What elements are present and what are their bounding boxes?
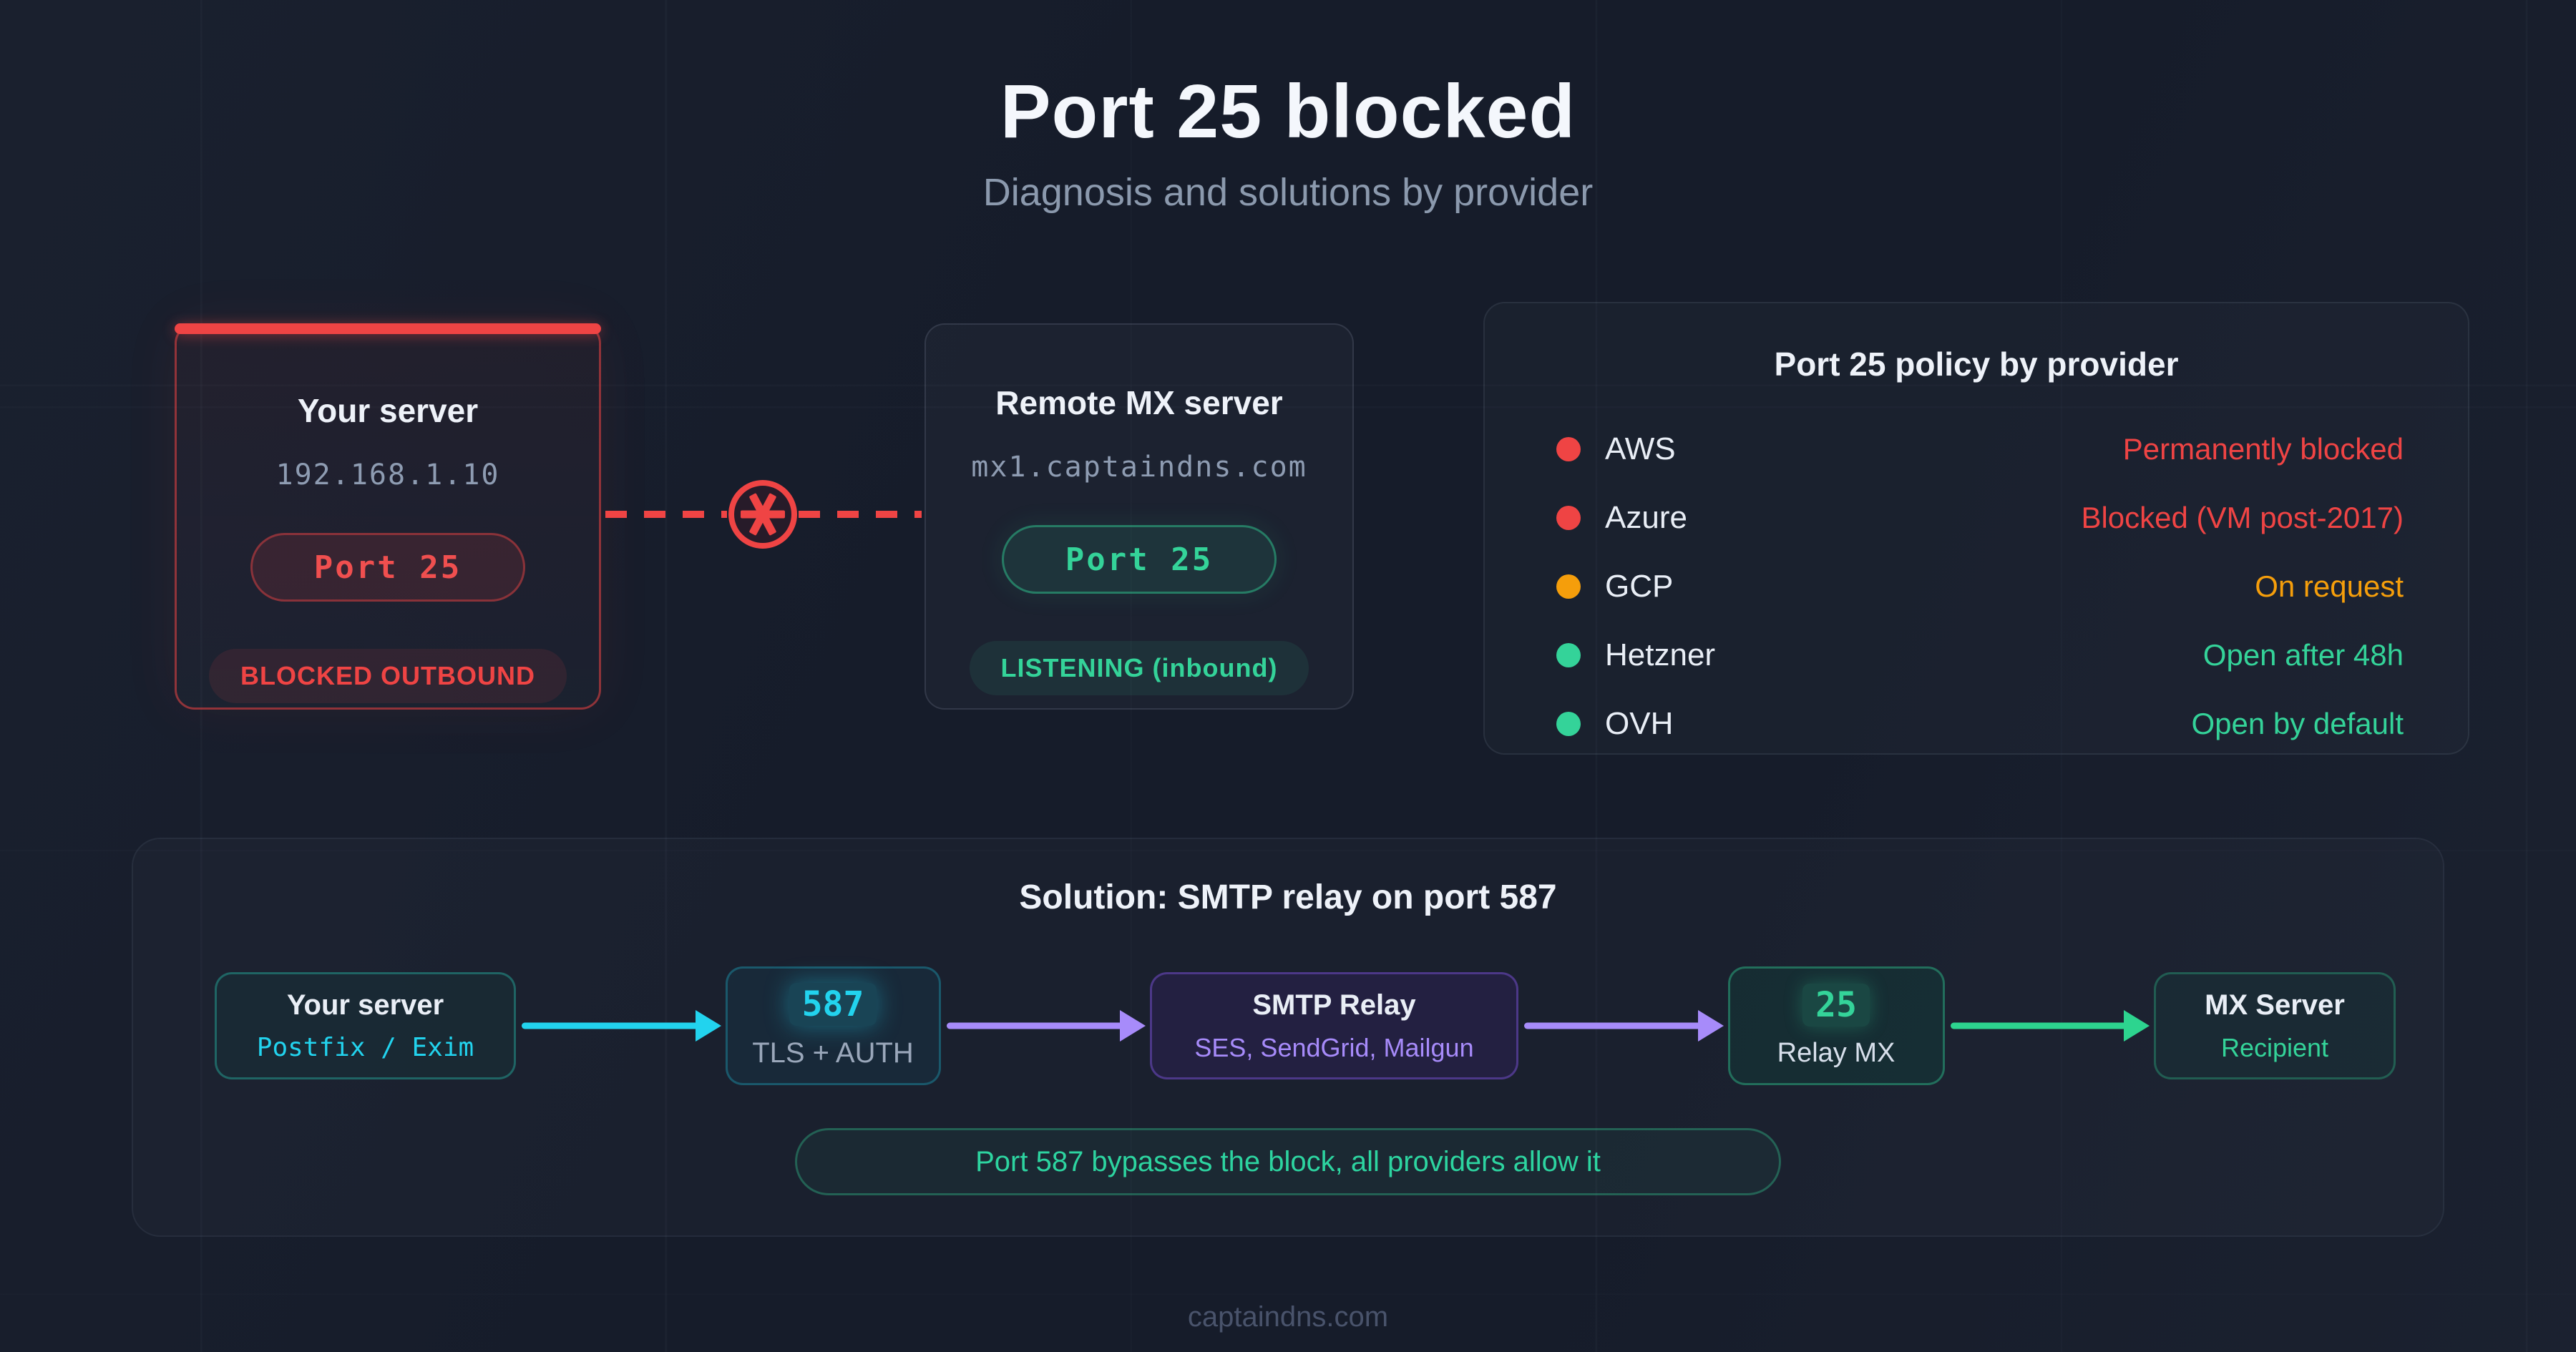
- your-server-status-badge: BLOCKED OUTBOUND: [209, 649, 567, 703]
- relay-flow: Your server Postfix / Exim 587 TLS + AUT…: [215, 965, 2396, 1087]
- your-server-port-pill: Port 25: [250, 533, 526, 602]
- provider-status: Permanently blocked: [2122, 432, 2404, 466]
- remote-server-status-badge: LISTENING (inbound): [969, 641, 1309, 695]
- flow-step-mx-server: MX Server Recipient: [2154, 972, 2396, 1079]
- arrow-head-icon: [2124, 1010, 2150, 1042]
- policy-row-ovh: OVH Open by default: [1556, 690, 2404, 758]
- provider-status: Open by default: [2191, 707, 2404, 740]
- footer-brand: captaindns.com: [1187, 1301, 1389, 1333]
- arrow-shaft: [522, 1022, 698, 1029]
- blocked-dashed-line-right: [799, 511, 922, 518]
- your-server-title: Your server: [297, 392, 479, 429]
- port-587-badge: 587: [789, 982, 877, 1026]
- provider-status: Open after 48h: [2202, 638, 2404, 672]
- solution-title: Solution: SMTP relay on port 587: [1019, 878, 1557, 916]
- your-server-ip: 192.168.1.10: [275, 459, 500, 491]
- arrow-shaft: [1950, 1022, 2127, 1029]
- flow-arrow-green: [1950, 1010, 2150, 1042]
- policy-panel: Port 25 policy by provider AWS Permanent…: [1483, 302, 2469, 755]
- remote-server-title: Remote MX server: [995, 384, 1283, 421]
- arrow-head-icon: [1120, 1010, 1146, 1042]
- blocked-dashed-line-left: [605, 511, 727, 518]
- status-dot-icon: [1556, 506, 1581, 530]
- flow-arrow-cyan: [522, 1010, 721, 1042]
- policy-row-gcp: GCP On request: [1556, 552, 2404, 621]
- step-subtitle: Recipient: [2220, 1032, 2329, 1062]
- step-title: MX Server: [2205, 989, 2345, 1021]
- step-subtitle: Relay MX: [1777, 1037, 1896, 1068]
- status-dot-icon: [1556, 437, 1581, 461]
- blocked-connection-icon: [728, 480, 797, 549]
- status-dot-icon: [1556, 643, 1581, 667]
- port-25-badge: 25: [1802, 983, 1870, 1027]
- step-subtitle: SES, SendGrid, Mailgun: [1194, 1032, 1474, 1062]
- flow-arrow-purple: [1524, 1010, 1724, 1042]
- flow-step-your-server: Your server Postfix / Exim: [215, 972, 516, 1079]
- policy-row-hetzner: Hetzner Open after 48h: [1556, 621, 2404, 690]
- step-subtitle: Postfix / Exim: [256, 1033, 474, 1062]
- policy-panel-title: Port 25 policy by provider: [1774, 346, 2179, 383]
- step-title: Your server: [286, 989, 444, 1021]
- step-subtitle: TLS + AUTH: [752, 1037, 914, 1069]
- provider-name: OVH: [1605, 706, 1674, 741]
- flow-step-port-25: 25 Relay MX: [1727, 966, 1945, 1085]
- policy-rows: AWS Permanently blocked Azure Blocked (V…: [1556, 415, 2404, 758]
- policy-row-aws: AWS Permanently blocked: [1556, 415, 2404, 484]
- provider-name: AWS: [1605, 431, 1676, 466]
- step-title: SMTP Relay: [1252, 989, 1416, 1021]
- policy-row-azure: Azure Blocked (VM post-2017): [1556, 484, 2404, 552]
- provider-name: GCP: [1605, 569, 1674, 604]
- solution-note-pill: Port 587 bypasses the block, all provide…: [795, 1128, 1781, 1195]
- arrow-head-icon: [1697, 1010, 1724, 1042]
- red-accent-bar: [175, 323, 601, 334]
- page-title: Port 25 blocked: [1000, 69, 1576, 154]
- flow-arrow-purple: [946, 1010, 1146, 1042]
- provider-status: On request: [2255, 569, 2404, 603]
- status-dot-icon: [1556, 712, 1581, 736]
- remote-mx-server-card: Remote MX server mx1.captaindns.com Port…: [924, 323, 1354, 710]
- page-subtitle: Diagnosis and solutions by provider: [982, 171, 1594, 214]
- status-dot-icon: [1556, 574, 1581, 599]
- arrow-shaft: [1524, 1022, 1701, 1029]
- solution-panel: Solution: SMTP relay on port 587 Your se…: [132, 838, 2444, 1237]
- remote-server-port-pill: Port 25: [1001, 525, 1277, 594]
- arrow-head-icon: [695, 1010, 721, 1042]
- remote-server-host: mx1.captaindns.com: [971, 451, 1307, 484]
- provider-name: Hetzner: [1605, 637, 1716, 672]
- flow-step-port-587: 587 TLS + AUTH: [725, 966, 941, 1085]
- your-server-card: Your server 192.168.1.10 Port 25 BLOCKED…: [175, 323, 601, 710]
- provider-status: Blocked (VM post-2017): [2081, 501, 2404, 534]
- provider-name: Azure: [1605, 500, 1687, 535]
- arrow-shaft: [946, 1022, 1123, 1029]
- flow-step-smtp-relay: SMTP Relay SES, SendGrid, Mailgun: [1150, 972, 1518, 1079]
